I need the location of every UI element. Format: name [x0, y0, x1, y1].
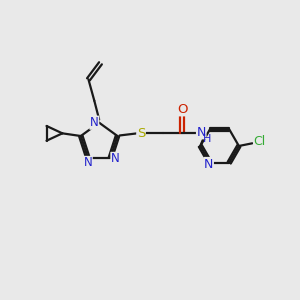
Text: N: N — [111, 152, 120, 165]
Text: N: N — [83, 156, 92, 170]
Text: Cl: Cl — [254, 136, 266, 148]
Text: N: N — [204, 158, 213, 170]
Text: H: H — [202, 134, 211, 144]
Text: O: O — [177, 103, 188, 116]
Text: S: S — [137, 127, 145, 140]
Text: N: N — [196, 126, 206, 139]
Text: N: N — [90, 116, 99, 129]
